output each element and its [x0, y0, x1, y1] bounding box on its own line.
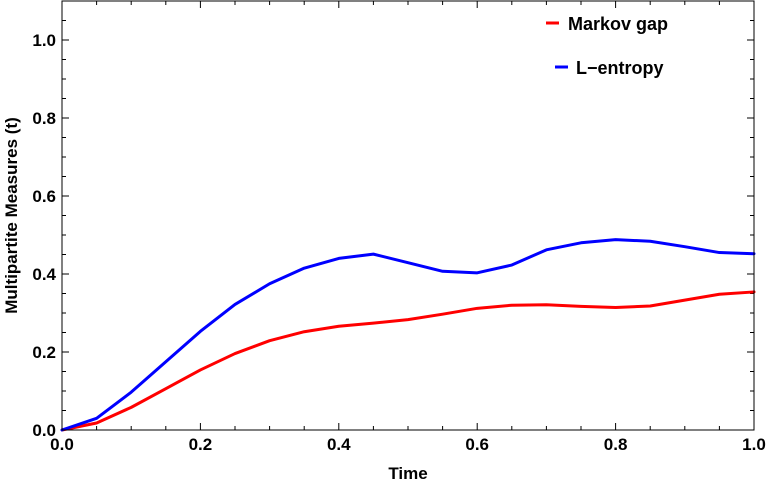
y-tick-label: 0.4	[32, 265, 56, 284]
x-tick-label: 0.6	[465, 435, 489, 454]
y-tick-label: 0.0	[32, 421, 56, 440]
y-axis-title: Multipartite Measures (t)	[2, 117, 21, 313]
y-tick-label: 0.2	[32, 343, 56, 362]
axis-ticks	[61, 0, 755, 431]
y-tick-label: 0.8	[32, 109, 56, 128]
tick-labels: 0.0 0.2 0.4 0.6 0.8 1.0 0.0 0.2 0.4 0.6 0.8 1.0	[32, 31, 765, 454]
y-tick-label: 1.0	[32, 31, 56, 50]
x-tick-label: 0.0	[50, 435, 74, 454]
x-tick-label: 1.0	[742, 435, 766, 454]
series-line-1	[60, 238, 756, 432]
y-tick-label: 0.6	[32, 187, 56, 206]
plot-frame	[61, 0, 755, 431]
x-tick-label: 0.2	[189, 435, 213, 454]
x-tick-label: 0.8	[604, 435, 628, 454]
series-lines	[60, 238, 756, 432]
legend-label: L−entropy	[576, 58, 664, 78]
x-tick-label: 0.4	[327, 435, 351, 454]
x-axis-title: Time	[388, 464, 427, 483]
legend: Markov gap L−entropy	[546, 14, 668, 78]
series-line-0	[60, 290, 756, 432]
legend-label: Markov gap	[568, 14, 668, 34]
